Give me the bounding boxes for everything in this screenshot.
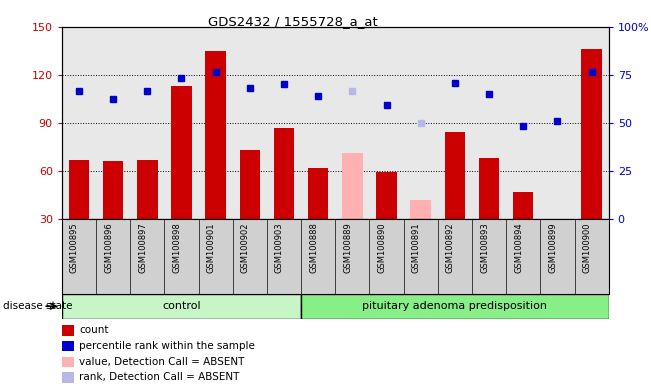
Text: GSM100893: GSM100893 — [480, 223, 489, 273]
Bar — [273, 127, 294, 219]
Bar — [547, 219, 568, 220]
Text: GSM100895: GSM100895 — [70, 223, 79, 273]
Text: disease state: disease state — [3, 301, 73, 311]
Bar — [62, 294, 301, 319]
Text: GDS2432 / 1555728_a_at: GDS2432 / 1555728_a_at — [208, 15, 378, 28]
Bar — [513, 192, 534, 219]
Bar — [62, 341, 74, 351]
Bar — [411, 200, 431, 219]
Text: GSM100900: GSM100900 — [583, 223, 592, 273]
Text: percentile rank within the sample: percentile rank within the sample — [79, 341, 255, 351]
Bar — [69, 160, 89, 219]
Text: GSM100888: GSM100888 — [309, 223, 318, 273]
Bar — [206, 51, 226, 219]
Bar — [62, 357, 74, 367]
Text: GSM100891: GSM100891 — [411, 223, 421, 273]
Bar — [445, 132, 465, 219]
Text: GSM100889: GSM100889 — [343, 223, 352, 273]
Bar — [581, 49, 602, 219]
Bar — [62, 325, 74, 336]
Bar — [376, 172, 396, 219]
Bar — [342, 153, 363, 219]
Bar — [301, 294, 609, 319]
Text: GSM100899: GSM100899 — [548, 223, 557, 273]
Bar — [240, 150, 260, 219]
Bar — [137, 160, 158, 219]
Bar — [479, 158, 499, 219]
Text: pituitary adenoma predisposition: pituitary adenoma predisposition — [363, 301, 547, 311]
Text: GSM100897: GSM100897 — [138, 223, 147, 273]
Text: GSM100898: GSM100898 — [173, 223, 182, 273]
Text: GSM100894: GSM100894 — [514, 223, 523, 273]
Text: value, Detection Call = ABSENT: value, Detection Call = ABSENT — [79, 357, 245, 367]
Text: GSM100901: GSM100901 — [206, 223, 215, 273]
Text: GSM100892: GSM100892 — [446, 223, 455, 273]
Bar — [308, 168, 328, 219]
Text: GSM100890: GSM100890 — [378, 223, 387, 273]
Text: rank, Detection Call = ABSENT: rank, Detection Call = ABSENT — [79, 372, 240, 382]
Text: control: control — [162, 301, 201, 311]
Text: count: count — [79, 326, 109, 336]
Bar — [62, 372, 74, 383]
Text: GSM100896: GSM100896 — [104, 223, 113, 273]
Text: GSM100903: GSM100903 — [275, 223, 284, 273]
Bar — [171, 86, 192, 219]
Bar — [103, 161, 124, 219]
Text: GSM100902: GSM100902 — [241, 223, 250, 273]
